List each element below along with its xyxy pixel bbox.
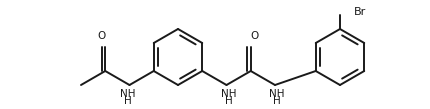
- Text: NH: NH: [220, 89, 236, 99]
- Text: H: H: [273, 96, 280, 106]
- Text: O: O: [97, 31, 105, 41]
- Text: H: H: [224, 96, 232, 106]
- Text: H: H: [123, 96, 131, 106]
- Text: O: O: [250, 31, 258, 41]
- Text: NH: NH: [120, 89, 135, 99]
- Text: Br: Br: [353, 7, 366, 17]
- Text: NH: NH: [269, 89, 284, 99]
